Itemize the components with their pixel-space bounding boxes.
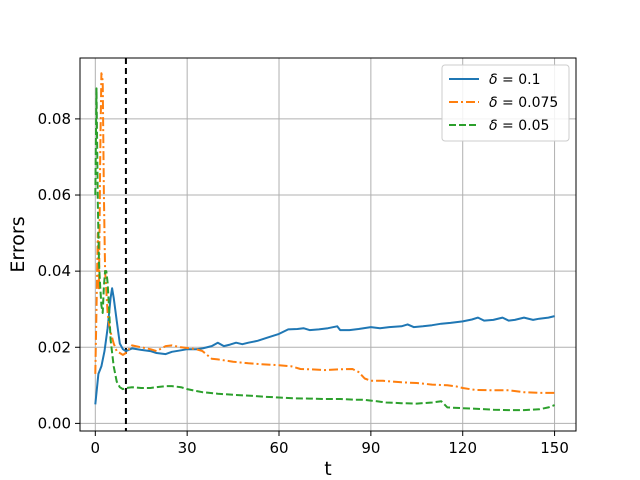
legend-label-3: δ = 0.05 [489, 118, 549, 134]
series-layer [94, 72, 555, 412]
legend: δ = 0.1 δ = 0.075 δ = 0.05 [441, 64, 570, 142]
plot-frame [79, 57, 577, 432]
legend-label-2: δ = 0.075 [489, 95, 558, 111]
y-tick-label: 0.08 [38, 110, 71, 128]
y-tick-label: 0.04 [38, 262, 71, 280]
y-axis-label: Errors [7, 216, 29, 272]
y-tick-label: 0.00 [38, 414, 71, 432]
legend-box [441, 64, 570, 142]
x-tick-label: 120 [448, 439, 477, 457]
x-tick-label: 30 [178, 439, 197, 457]
x-tick-label: 150 [540, 439, 569, 457]
x-axis-label: t [324, 458, 331, 480]
x-tick-label: 0 [91, 439, 101, 457]
series-line-3 [94, 87, 555, 412]
y-tick-label: 0.02 [38, 338, 71, 356]
legend-label-1: δ = 0.1 [489, 72, 540, 88]
series-line-2 [94, 72, 555, 394]
y-tick-label: 0.06 [38, 186, 71, 204]
series-line-1 [94, 287, 555, 405]
x-tick-label: 90 [361, 439, 380, 457]
axis-ticks: 0 30 60 90 120 150 0.00 0.02 0.04 0.06 0.08 [38, 110, 569, 457]
x-tick-label: 60 [269, 439, 288, 457]
